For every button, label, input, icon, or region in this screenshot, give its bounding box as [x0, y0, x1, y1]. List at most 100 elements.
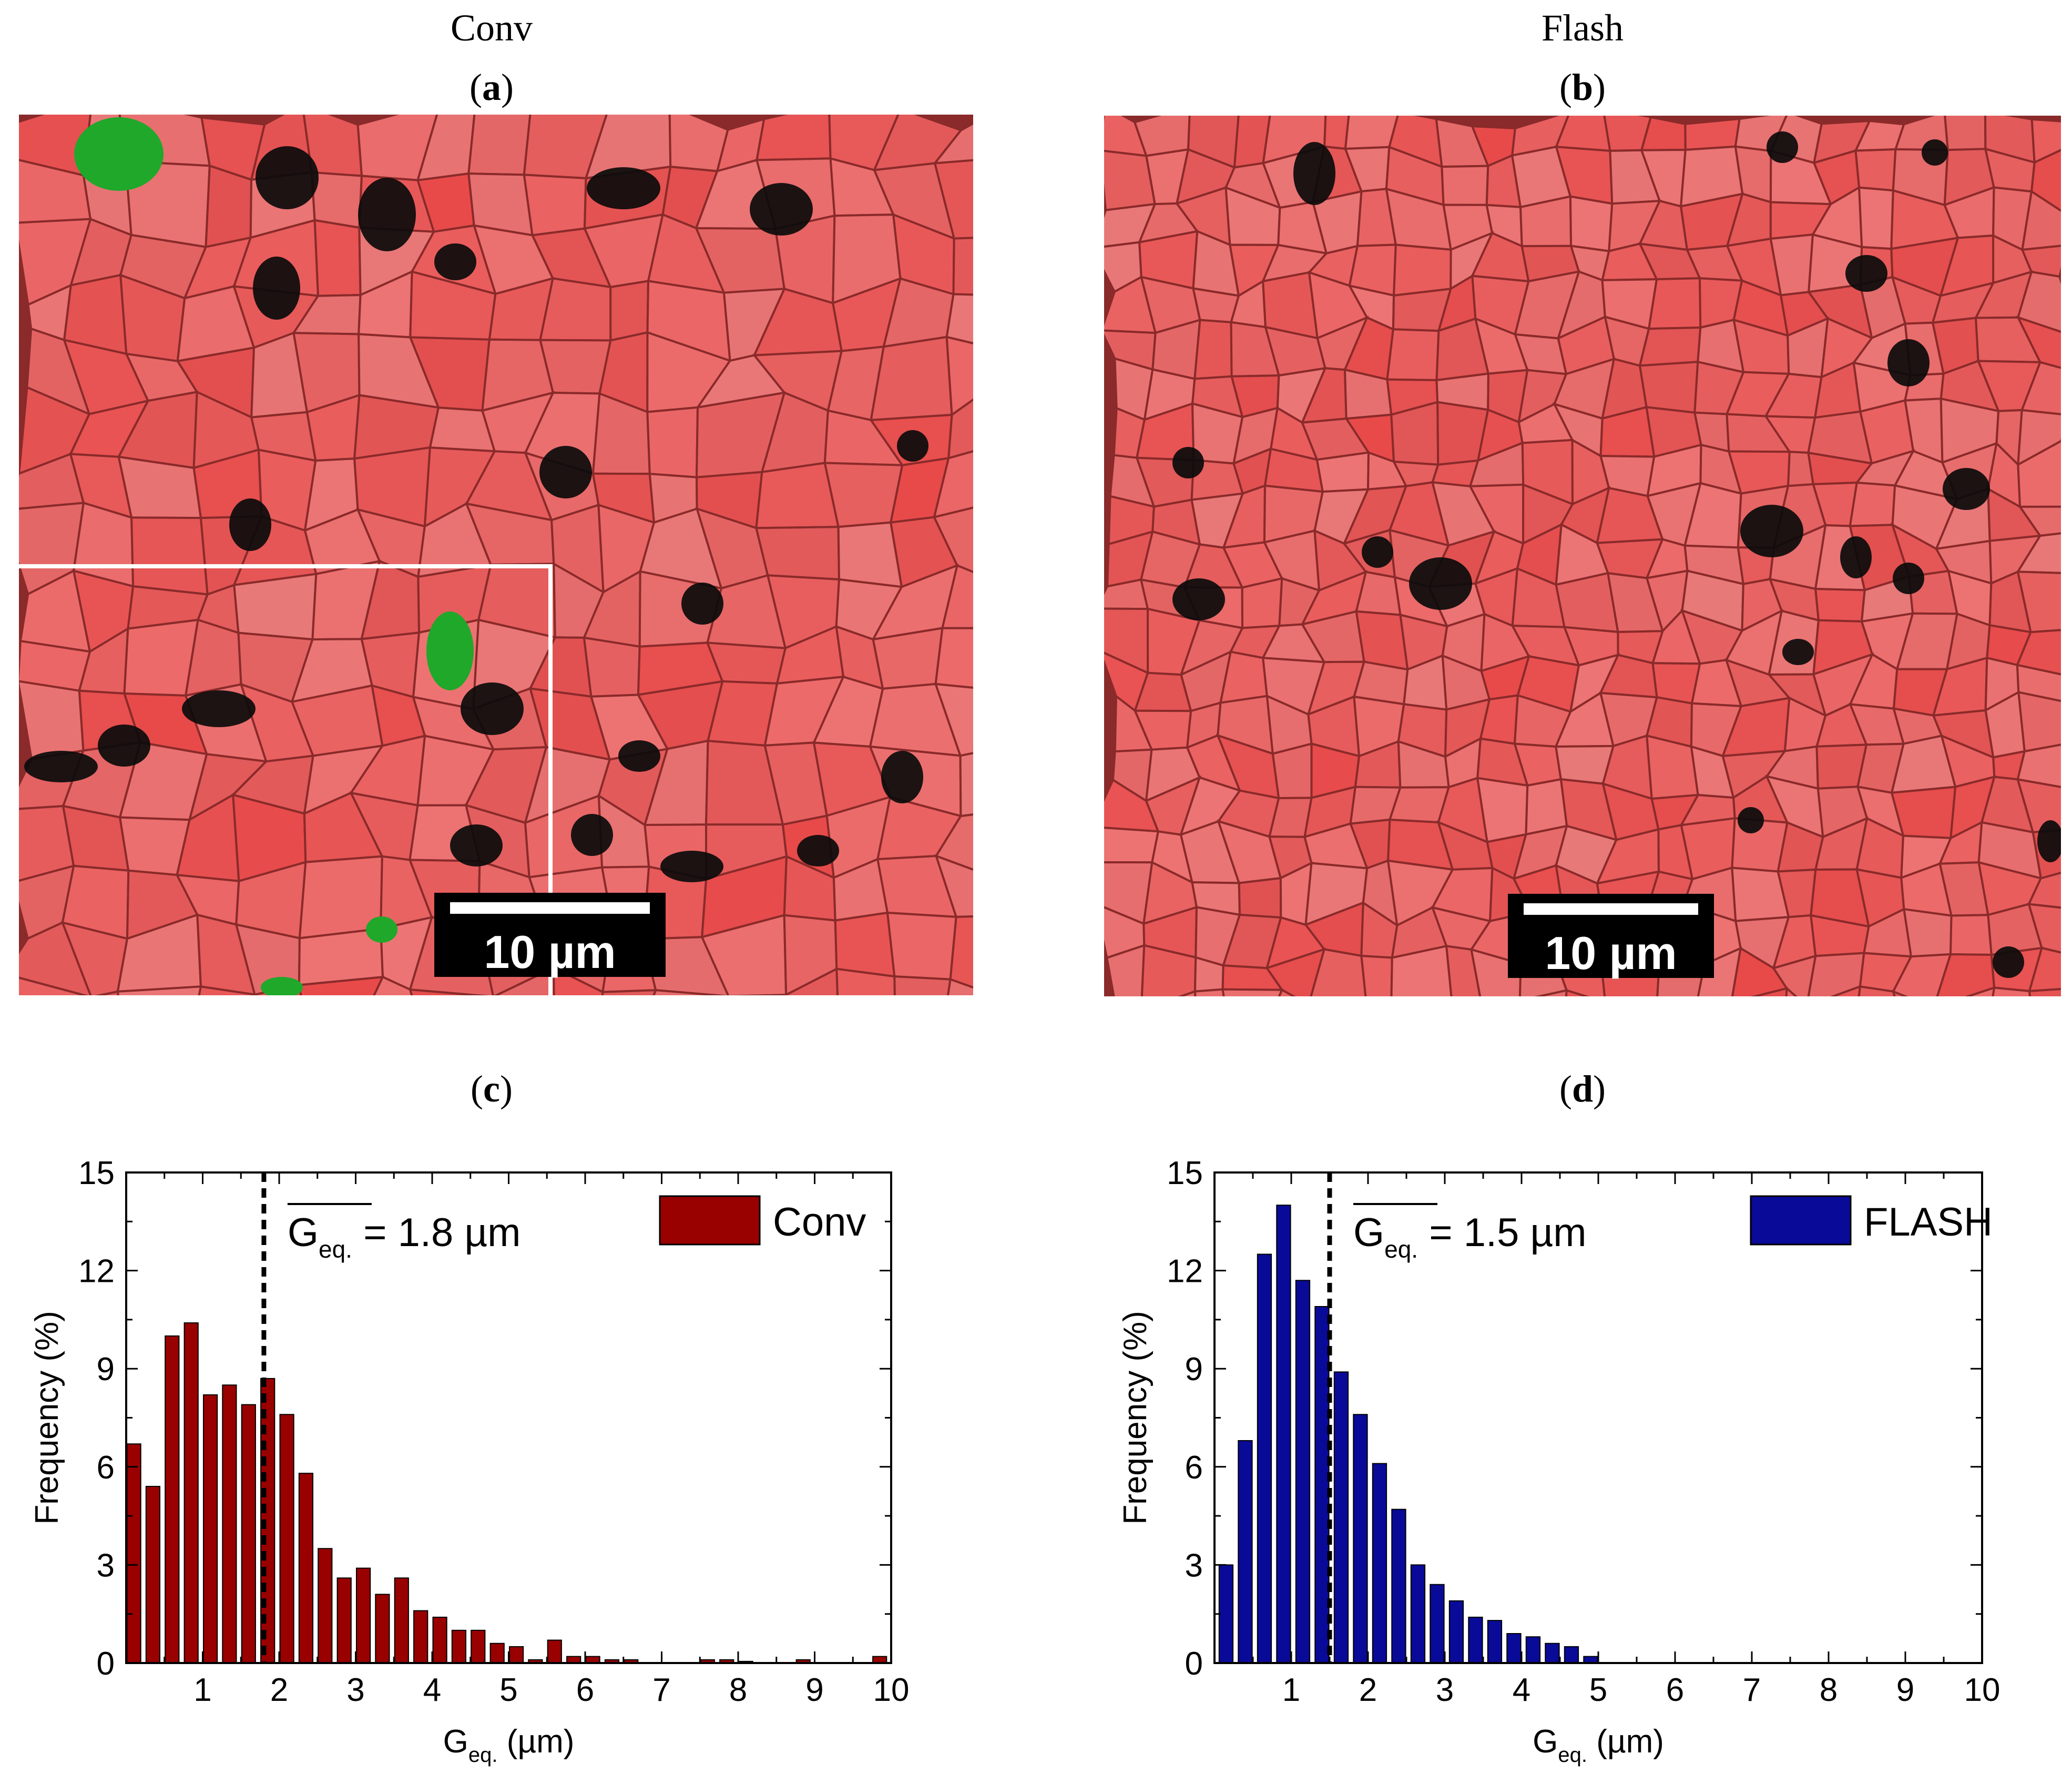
grain — [539, 277, 612, 342]
grain — [1857, 186, 1894, 250]
y-tick-label: 3 — [1185, 1547, 1203, 1584]
grain — [1751, 987, 1788, 996]
x-tick-label: 8 — [1820, 1672, 1838, 1708]
pore — [1845, 255, 1887, 292]
pore — [1738, 807, 1764, 833]
bar — [1506, 1633, 1522, 1664]
grain — [2016, 664, 2061, 702]
bar — [1468, 1616, 1483, 1664]
legend-label: Conv — [773, 1200, 866, 1245]
y-tick-label: 15 — [1167, 1155, 1203, 1191]
pore — [1922, 139, 1948, 166]
grain — [1849, 481, 1896, 527]
bar — [375, 1594, 390, 1664]
mean-label: Geq. = 1.8 µm — [288, 1210, 521, 1263]
bar — [489, 1643, 505, 1664]
grain — [1221, 988, 1284, 996]
x-tick-label: 2 — [1359, 1672, 1377, 1708]
pore — [1840, 536, 1872, 578]
grain — [1476, 777, 1529, 843]
grain — [1241, 577, 1283, 629]
bar — [432, 1616, 447, 1664]
panel-label-d: (d) — [1559, 1068, 1606, 1110]
grain — [1944, 116, 1987, 151]
pore — [1943, 468, 1990, 510]
grain — [409, 988, 489, 995]
pore — [897, 430, 928, 462]
grain — [834, 911, 896, 978]
pore — [1409, 557, 1472, 610]
x-tick-label: 4 — [423, 1672, 441, 1708]
grain — [1534, 989, 1568, 996]
panel-label-b: (b) — [1559, 66, 1606, 108]
grain — [298, 975, 385, 995]
inset-frame — [19, 564, 553, 995]
bar — [394, 1577, 409, 1664]
grain — [2020, 361, 2061, 415]
bar — [1545, 1643, 1560, 1664]
grain — [2058, 275, 2061, 284]
grain — [523, 174, 587, 237]
grain — [19, 976, 89, 995]
grain — [870, 335, 953, 422]
grain — [823, 462, 904, 528]
grain — [933, 506, 973, 574]
scale-bar-a: 10 µm — [434, 893, 666, 977]
grain — [1193, 988, 1225, 996]
pore — [450, 824, 503, 866]
grain — [1390, 944, 1453, 996]
bar — [1487, 1620, 1503, 1664]
legend-label: FLASH — [1864, 1200, 1993, 1245]
grain — [932, 122, 973, 165]
grain — [945, 335, 973, 417]
pore — [1172, 447, 1204, 478]
grain — [1315, 451, 1370, 493]
x-tick-label: 9 — [1896, 1672, 1914, 1708]
bar — [1218, 1564, 1234, 1664]
grain — [1193, 319, 1233, 380]
grain — [1106, 944, 1146, 996]
grain — [1638, 361, 1699, 414]
grain — [1814, 587, 1866, 623]
pore — [98, 725, 150, 767]
x-tick-label: 10 — [873, 1672, 910, 1708]
x-tick-label: 3 — [1436, 1672, 1454, 1708]
bar — [222, 1384, 237, 1664]
grain — [872, 627, 944, 690]
mean-label: Geq. = 1.5 µm — [1353, 1210, 1587, 1263]
pore — [587, 167, 660, 209]
grain — [2016, 629, 2061, 676]
grain — [959, 752, 973, 818]
grain — [2030, 118, 2061, 165]
grain — [1697, 946, 1742, 996]
grain — [1647, 277, 1702, 330]
pore — [1782, 639, 1814, 665]
grain — [1178, 990, 1197, 996]
pore — [358, 178, 416, 251]
x-tick-label: 5 — [1589, 1672, 1607, 1708]
secondary-phase — [261, 977, 303, 995]
pore — [229, 498, 271, 551]
bar — [1295, 1280, 1311, 1664]
y-tick-label: 6 — [97, 1450, 115, 1486]
pore — [24, 751, 98, 782]
grain — [2017, 691, 2061, 753]
grain — [934, 627, 973, 689]
x-tick-label: 10 — [1964, 1672, 2000, 1708]
x-axis-label: Geq. (µm) — [443, 1723, 575, 1767]
bar — [1257, 1253, 1272, 1664]
grain — [1892, 953, 1952, 996]
grain — [1445, 945, 1482, 996]
grain — [947, 398, 973, 460]
bar — [183, 1322, 199, 1664]
grain — [583, 636, 641, 698]
bar — [1391, 1508, 1406, 1664]
grain — [2017, 409, 2061, 467]
bar — [451, 1629, 466, 1664]
pore — [1740, 505, 1803, 557]
grain — [2016, 778, 2061, 834]
bar — [203, 1394, 218, 1664]
grain — [2027, 903, 2061, 954]
y-tick-label: 9 — [1185, 1351, 1203, 1388]
secondary-phase — [426, 611, 474, 690]
